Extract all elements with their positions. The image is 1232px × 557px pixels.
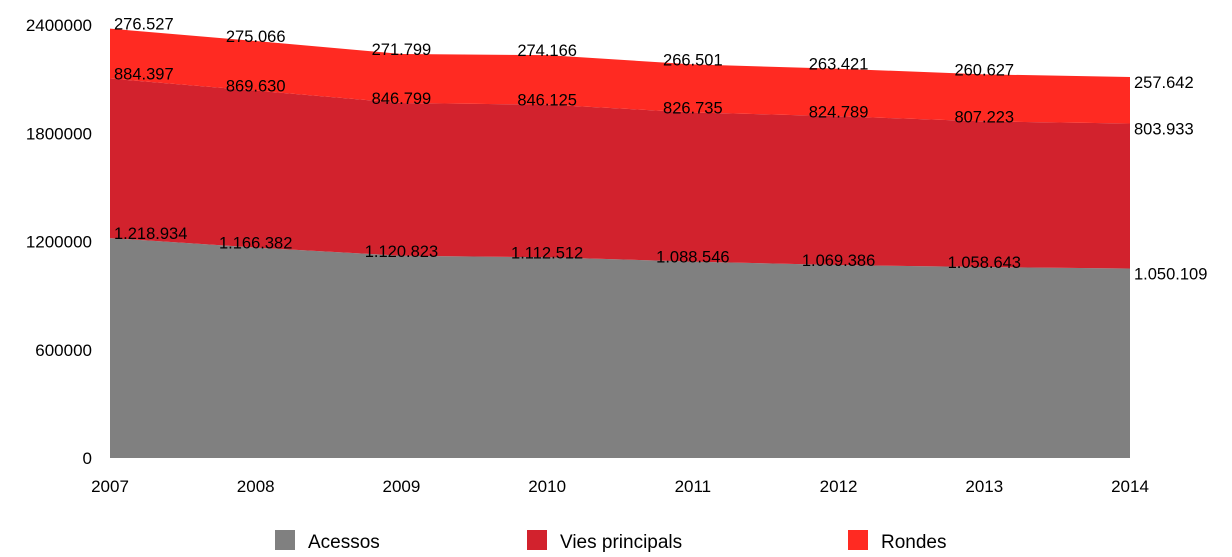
data-label: 271.799 [372,41,432,59]
data-label: 824.789 [809,103,869,121]
x-tick-label: 2011 [675,477,712,496]
area-layers [110,28,1130,458]
legend: Acessos Vies principals Rondes [275,530,947,553]
data-label: 276.527 [114,16,174,34]
x-tick-label: 2008 [237,477,275,496]
y-tick-label: 1200000 [26,233,92,252]
data-label: 846.799 [372,90,432,108]
data-label: 846.125 [517,92,577,110]
x-tick-label: 2007 [91,477,129,496]
legend-swatch-rondes [848,530,868,550]
x-tick-label: 2014 [1111,477,1149,496]
x-axis: 2007 2008 2009 2010 2011 2012 2013 2014 [91,477,1149,496]
y-axis: 0 600000 1200000 1800000 2400000 [26,16,92,468]
data-label: 869.630 [226,78,286,96]
legend-label-rondes: Rondes [881,532,947,553]
legend-label-vies-principals: Vies principals [560,532,682,553]
data-label: 275.066 [226,28,286,46]
x-tick-label: 2013 [965,477,1003,496]
data-label: 1.088.546 [656,249,729,267]
data-label: 1.120.823 [365,243,438,261]
data-label: 1.050.109 [1134,266,1207,284]
data-labels: 1.218.934 1.166.382 1.120.823 1.112.512 1.08… [114,16,1207,284]
data-label: 1.166.382 [219,235,292,253]
legend-swatch-acessos [275,530,295,550]
data-label: 803.933 [1134,120,1194,138]
x-tick-label: 2012 [820,477,858,496]
data-label: 257.642 [1134,74,1194,92]
data-label: 1.058.643 [948,254,1021,272]
data-label: 826.735 [663,99,723,117]
x-tick-label: 2009 [383,477,421,496]
data-label: 1.112.512 [511,244,583,262]
area-vies-principals [110,78,1130,269]
y-tick-label: 2400000 [26,16,92,35]
data-label: 807.223 [954,108,1014,126]
data-label: 263.421 [809,56,869,74]
area-rondes [110,28,1130,124]
data-label: 1.218.934 [114,225,187,243]
data-label: 1.069.386 [802,252,875,270]
area-acessos [110,238,1130,458]
x-tick-label: 2010 [528,477,566,496]
y-tick-label: 0 [83,449,92,468]
legend-swatch-vies-principals [527,530,547,550]
data-label: 266.501 [663,51,723,69]
data-label: 274.166 [517,42,577,60]
data-label: 260.627 [954,61,1014,79]
y-tick-label: 1800000 [26,124,92,143]
y-tick-label: 600000 [35,341,92,360]
data-label: 884.397 [114,66,174,84]
legend-label-acessos: Acessos [308,532,380,553]
